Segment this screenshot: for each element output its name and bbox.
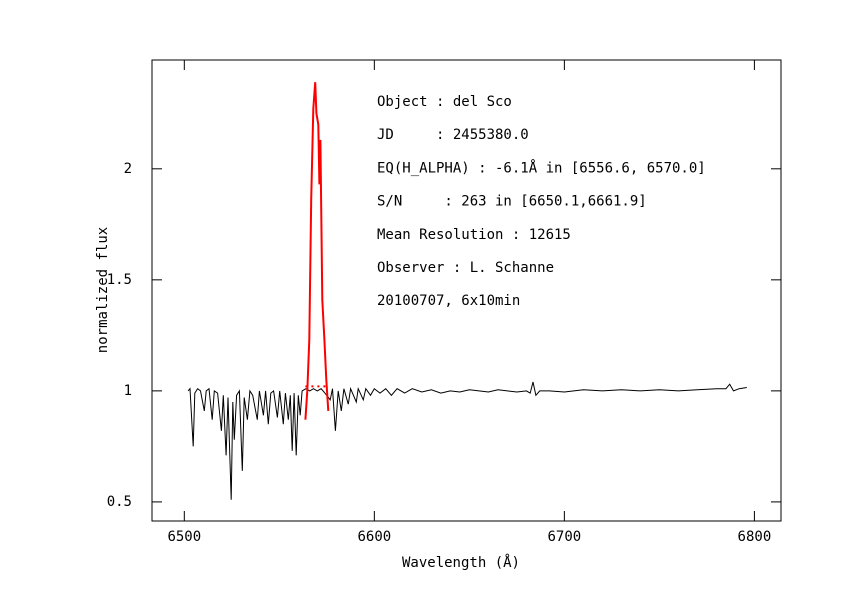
- x-axis-label: Wavelength (Å): [402, 554, 520, 571]
- annotation: JD : 2455380.0: [377, 127, 529, 143]
- annotation: Object : del Sco: [377, 94, 512, 110]
- x-tick-label: 6700: [548, 529, 582, 545]
- y-tick-label: 0.5: [107, 494, 132, 510]
- y-tick-label: 1: [124, 383, 132, 399]
- spectrum-line: [187, 381, 747, 500]
- y-axis-label: normalized flux: [95, 227, 111, 353]
- spectrum-line: [304, 82, 330, 420]
- x-tick-label: 6600: [357, 529, 391, 545]
- annotation: 20100707, 6x10min: [377, 293, 520, 309]
- y-tick-label: 1.5: [107, 272, 132, 288]
- plot-frame: [151, 59, 782, 522]
- annotation: Observer : L. Schanne: [377, 260, 554, 276]
- annotation: S/N : 263 in [6650.1,6661.9]: [377, 194, 647, 210]
- annotation: Mean Resolution : 12615: [377, 227, 571, 243]
- x-tick-label: 6800: [738, 529, 772, 545]
- y-tick-label: 2: [124, 161, 132, 177]
- annotation: EQ(H_ALPHA) : -6.1Å in [6556.6, 6570.0]: [377, 159, 706, 176]
- x-tick-label: 6500: [167, 529, 201, 545]
